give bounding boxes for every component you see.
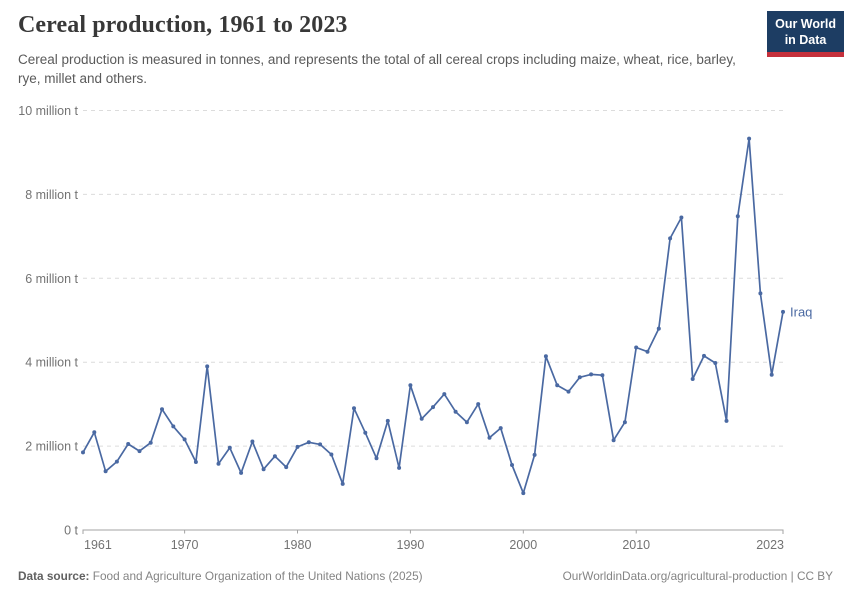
data-source: Data source: Food and Agriculture Organi… [18,569,423,583]
data-point [148,440,153,445]
data-point [758,291,763,296]
data-point [713,361,718,365]
data-source-text: Food and Agriculture Organization of the… [92,569,423,583]
series-end-label: Iraq [790,304,812,319]
data-point [329,452,334,457]
data-point [476,402,481,407]
x-tick-label: 1980 [284,538,312,552]
x-tick-label: 1990 [397,538,425,552]
data-point [171,424,176,429]
data-point [679,215,684,220]
data-line [82,137,784,494]
owid-url-link[interactable]: OurWorldinData.org/agricultural-producti… [562,569,788,583]
data-point [306,440,311,445]
data-point [114,459,119,464]
data-point [374,456,379,461]
y-tick-label: 4 million t [25,356,78,370]
data-point [735,214,740,219]
data-point [385,418,390,423]
data-point [182,437,187,442]
data-point [690,377,695,381]
data-point [216,461,221,466]
data-point [634,345,639,350]
data-point [600,373,605,378]
data-point [205,364,210,369]
x-axis-line [82,529,784,534]
data-point [656,326,661,331]
data-point [781,309,785,314]
data-point [363,430,368,435]
y-tick-label: 6 million t [25,272,78,286]
x-tick-label: 2023 [756,538,784,552]
data-point [747,136,752,141]
chart-subtitle: Cereal production is measured in tonnes,… [18,52,736,87]
data-point [577,375,582,380]
data-point [239,470,244,475]
footer-divider: | [790,569,794,583]
data-point [431,405,435,410]
y-tick-label: 10 million t [18,104,78,118]
chart-footer: Data source: Food and Agriculture Organi… [18,569,833,583]
data-point [464,420,469,425]
data-point [227,445,232,450]
x-tick-label: 2010 [622,538,650,552]
data-point [487,435,492,440]
data-point [555,383,560,388]
data-point [126,442,131,446]
data-point [160,407,164,412]
data-point [645,349,650,354]
data-point [103,469,108,474]
x-tick-label: 1961 [84,538,112,552]
logo-line-1: Our World [775,17,836,31]
y-tick-label: 8 million t [25,188,78,202]
x-tick-label: 1970 [171,538,199,552]
data-source-label: Data source: [18,569,90,583]
data-point [668,236,673,241]
data-point [81,450,85,455]
data-point [250,439,255,444]
data-point [532,452,537,457]
x-tick-label: 2000 [509,538,537,552]
data-point [419,416,424,421]
footer-links: OurWorldinData.org/agricultural-producti… [563,569,833,583]
data-point [521,491,526,496]
data-point [352,406,356,411]
data-point [702,353,706,358]
data-point [589,372,594,377]
data-point [622,420,627,425]
data-point [769,372,774,377]
data-point [408,383,413,388]
owid-logo: Our World in Data [767,11,844,58]
data-point [137,449,142,454]
data-point [611,438,616,443]
y-tick-label: 2 million t [25,440,78,454]
data-point [566,389,571,394]
data-point [193,460,198,464]
data-point [340,481,345,486]
license-label: CC BY [796,569,833,583]
y-tick-label: 0 t [64,524,78,538]
data-point [92,430,97,435]
data-point [397,465,402,470]
logo-line-2: in Data [784,32,827,47]
data-point [284,465,289,470]
data-point [724,418,729,423]
data-point [272,454,277,459]
data-point [295,444,300,449]
data-point [318,442,323,447]
chart-title: Cereal production, 1961 to 2023 [18,12,348,38]
data-point [510,463,514,467]
data-point [498,426,503,431]
data-point [543,354,548,359]
data-point [453,409,458,414]
data-point [261,467,266,472]
data-point [442,392,447,397]
